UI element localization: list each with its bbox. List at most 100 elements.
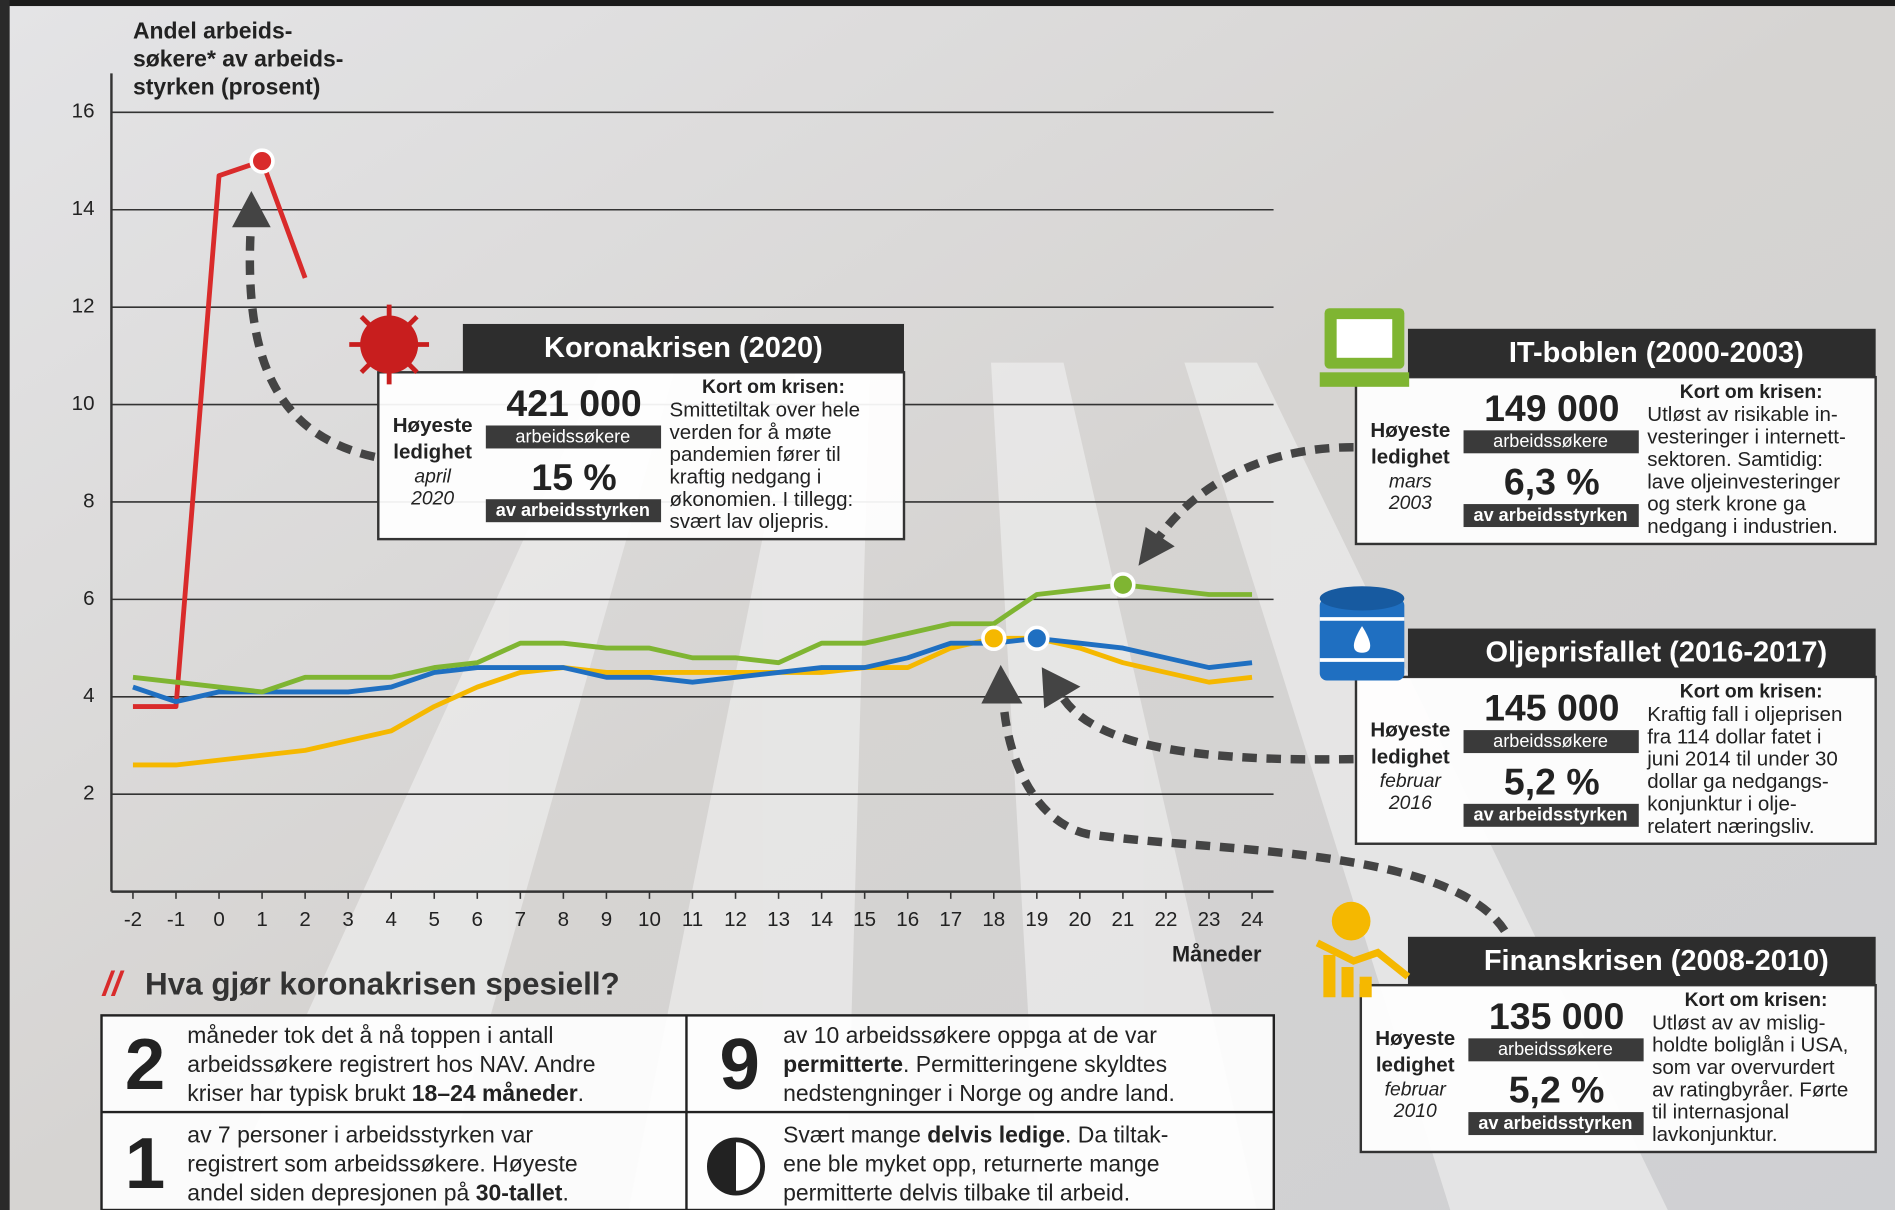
y-tick-label: 4 [83, 684, 94, 707]
left-strip [0, 0, 10, 1210]
fact-text: andel siden depresjonen på [187, 1179, 475, 1205]
y-tick-label: 2 [83, 782, 94, 805]
y-tick-label: 16 [72, 100, 95, 123]
fact-line: arbeidssøkere registrert hos NAV. Andre [187, 1051, 595, 1077]
peak-date: 2010 [1393, 1101, 1437, 1122]
x-tick-label: 19 [1025, 908, 1048, 931]
crisis-box: Finanskrisen (2008-2010) Høyeste ledighetf… [1359, 936, 1877, 1154]
fact-text: kriser har typisk brukt [187, 1080, 411, 1106]
arrowhead [981, 664, 1023, 704]
x-axis-label: Måneder [1172, 941, 1262, 966]
peak-marker [981, 625, 1007, 652]
fact-line: kriser har typisk brukt 18–24 måneder. [187, 1080, 584, 1106]
pct: 15 % [531, 456, 616, 498]
fact-bold: 30-tallet [476, 1179, 563, 1205]
fact-text: av 7 personer i arbeidsstyrken var [187, 1121, 533, 1147]
about-line: juni 2014 til under 30 [1646, 748, 1838, 771]
x-tick-label: 5 [429, 908, 440, 931]
x-tick-label: 6 [472, 908, 483, 931]
x-tick-label: 15 [853, 908, 876, 931]
about-line: nedgang i industrien. [1647, 515, 1838, 538]
label-bar [1468, 1112, 1644, 1136]
about-line: Kraftig fall i oljeprisen [1647, 703, 1842, 726]
barrel-icon [1319, 586, 1405, 681]
about-line: kraftig nedgang i [670, 465, 822, 488]
crisis-box: IT-boblen (2000-2003) Høyeste ledighetmars… [1354, 328, 1877, 546]
x-tick-label: 23 [1198, 908, 1221, 931]
heading-marker: // [101, 965, 125, 1003]
series-line [132, 635, 1253, 768]
peak-label: Høyeste [1370, 719, 1450, 742]
peak-date: februar [1380, 771, 1443, 792]
peak-date: mars [1389, 471, 1432, 492]
box-header [1407, 628, 1876, 677]
count-label: arbeidssøkere [1493, 731, 1608, 751]
peak-date: 2003 [1388, 493, 1432, 514]
top-strip [0, 0, 1895, 7]
peak-label: Høyeste [393, 414, 473, 437]
count-label: arbeidssøkere [1498, 1039, 1613, 1059]
fact-text: måneder tok det å nå toppen i antall [187, 1022, 553, 1048]
y-tick-label: 12 [72, 295, 95, 318]
facts-table [100, 1014, 1276, 1210]
pct-label: av arbeidsstyrken [1473, 505, 1627, 525]
label-bar [1463, 730, 1639, 754]
arrowheads [232, 190, 1175, 709]
virus-icon [349, 304, 430, 385]
peak-date: februar [1385, 1079, 1448, 1100]
about-line: konjunktur i olje- [1647, 792, 1796, 815]
arrow [1150, 443, 1354, 547]
x-tick-label: 0 [213, 908, 224, 931]
box-title: Koronakrisen (2020) [544, 332, 823, 364]
count-label: arbeidssøkere [515, 426, 630, 446]
fact-line: andel siden depresjonen på 30-tallet. [187, 1179, 569, 1205]
count: 135 000 [1489, 995, 1624, 1037]
x-tick-label: 24 [1241, 908, 1264, 931]
pct-label: av arbeidsstyrken [496, 500, 650, 520]
label-bar [1468, 1038, 1644, 1062]
x-tick-label: 13 [767, 908, 790, 931]
fact-line: av 7 personer i arbeidsstyrken var [187, 1121, 533, 1147]
crosswalk-stripes [217, 362, 1668, 1210]
pct: 6,3 % [1504, 461, 1600, 503]
x-tick-label: 11 [682, 908, 703, 931]
box-header [1407, 936, 1876, 986]
label-bar [1463, 430, 1639, 454]
box-title: IT-boblen (2000-2003) [1509, 337, 1804, 369]
fact-bold: delvis ledige [927, 1121, 1065, 1147]
peak-label: Høyeste [1375, 1027, 1455, 1050]
x-tick-label: 3 [342, 908, 353, 931]
about-line: lavkonjunktur. [1652, 1123, 1778, 1146]
fact-number: 9 [719, 1024, 759, 1105]
fact-text: ene ble myket opp, returnerte mange [783, 1150, 1159, 1176]
peak-label: ledighet [1376, 1054, 1455, 1077]
fact-text: av 10 arbeidssøkere oppga at de var [783, 1022, 1157, 1048]
about-line: pandemien fører til [670, 443, 841, 466]
x-tick-label: 7 [515, 908, 526, 931]
about-line: fra 114 dollar fatet i [1647, 725, 1821, 748]
x-tick-label: 18 [982, 908, 1005, 931]
label-bar [1463, 803, 1639, 827]
x-tick-label: 17 [939, 908, 962, 931]
about-line: lave oljeinvesteringer [1647, 470, 1840, 493]
plot [132, 148, 1253, 768]
about-line: som var overvurdert [1652, 1056, 1835, 1079]
fact-bold: permitterte [783, 1051, 903, 1077]
arrows [245, 217, 1509, 934]
fact-line: permitterte. Permitteringene skyldtes [783, 1051, 1167, 1077]
peak-label: ledighet [1371, 745, 1450, 768]
fact-line: permitterte delvis tilbake til arbeid. [783, 1179, 1130, 1205]
fact-text: Svært mange [783, 1121, 927, 1147]
peak-label: ledighet [1371, 446, 1450, 469]
peak-label: ledighet [393, 441, 472, 464]
y-tick-label: 6 [83, 587, 94, 610]
money-icon [1315, 901, 1411, 998]
y-axis-label: Andel arbeids- [133, 18, 292, 44]
about-line: holdte boliglån i USA, [1652, 1034, 1848, 1057]
box-header [462, 323, 904, 373]
y-axis-label: søkere* av arbeids- [133, 46, 344, 72]
peak-date: 2020 [410, 488, 454, 509]
box-title: Oljeprisfallet (2016-2017) [1485, 637, 1827, 669]
